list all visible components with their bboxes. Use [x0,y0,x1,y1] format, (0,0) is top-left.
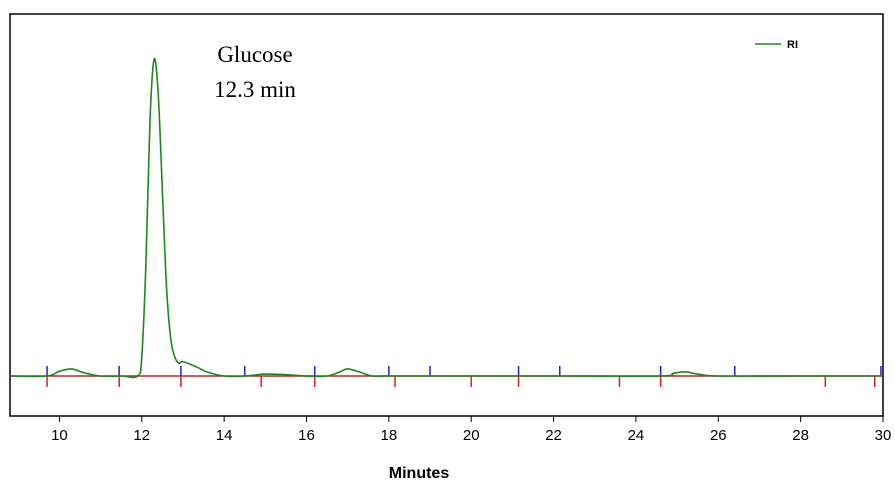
series-layer [9,57,883,379]
x-tick-label: 26 [710,427,727,444]
legend-label-ri: RI [787,39,798,51]
x-tick-label: 18 [381,427,398,444]
peak-annotation-time: 12.3 min [214,77,296,102]
x-tick-label: 30 [875,427,892,444]
plot-frame [9,13,884,417]
series-line-ri [9,57,883,379]
peak-annotation-name: Glucose [217,42,292,67]
x-tick-label: 12 [133,427,150,444]
x-tick-label: 10 [51,427,68,444]
legend: RI [755,39,798,51]
x-axis-ticks: 10 12 14 16 18 20 22 24 26 28 30 [51,416,891,444]
x-axis-label: Minutes [389,465,450,482]
x-tick-label: 22 [545,427,562,444]
x-tick-label: 20 [463,427,480,444]
x-tick-label: 16 [298,427,315,444]
x-tick-label: 14 [216,427,233,444]
x-tick-label: 24 [628,427,645,444]
x-tick-label: 28 [792,427,809,444]
